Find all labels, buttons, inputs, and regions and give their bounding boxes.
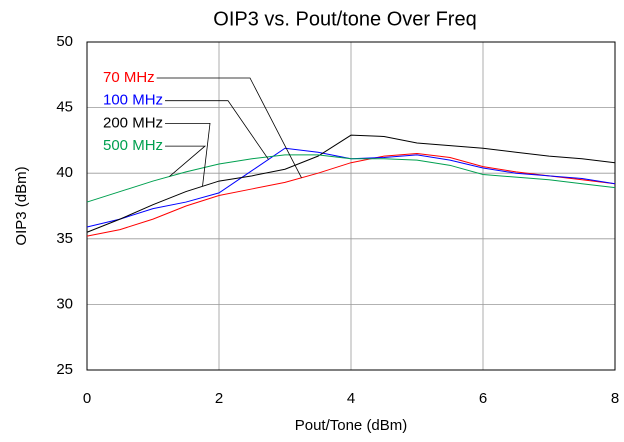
series-label: 200 MHz (103, 114, 163, 131)
x-axis-label: Pout/Tone (dBm) (295, 417, 408, 434)
y-tick-label: 50 (56, 33, 73, 50)
y-tick-label: 25 (56, 361, 73, 378)
plot-frame (86, 41, 616, 371)
leader-line (165, 123, 211, 187)
x-tick-label: 4 (347, 390, 355, 407)
x-tick-label: 2 (215, 390, 223, 407)
series-line (86, 134, 616, 233)
series-label: 70 MHz (103, 69, 155, 86)
y-tick-label: 40 (56, 164, 73, 181)
leader-line (165, 145, 207, 177)
y-axis-label: OIP3 (dBm) (13, 166, 30, 245)
series-label: 100 MHz (103, 92, 163, 109)
y-tick-label: 45 (56, 99, 73, 116)
x-tick-label: 0 (83, 390, 91, 407)
chart-title: OIP3 vs. Pout/tone Over Freq (213, 8, 476, 30)
leader-line (156, 77, 302, 178)
y-tick-label: 35 (56, 230, 73, 247)
series-label: 500 MHz (103, 137, 163, 154)
series-line (86, 154, 616, 203)
y-tick-label: 30 (56, 295, 73, 312)
series-line (86, 153, 616, 237)
x-tick-label: 8 (611, 390, 619, 407)
leader-line (165, 100, 269, 160)
x-tick-label: 6 (479, 390, 487, 407)
